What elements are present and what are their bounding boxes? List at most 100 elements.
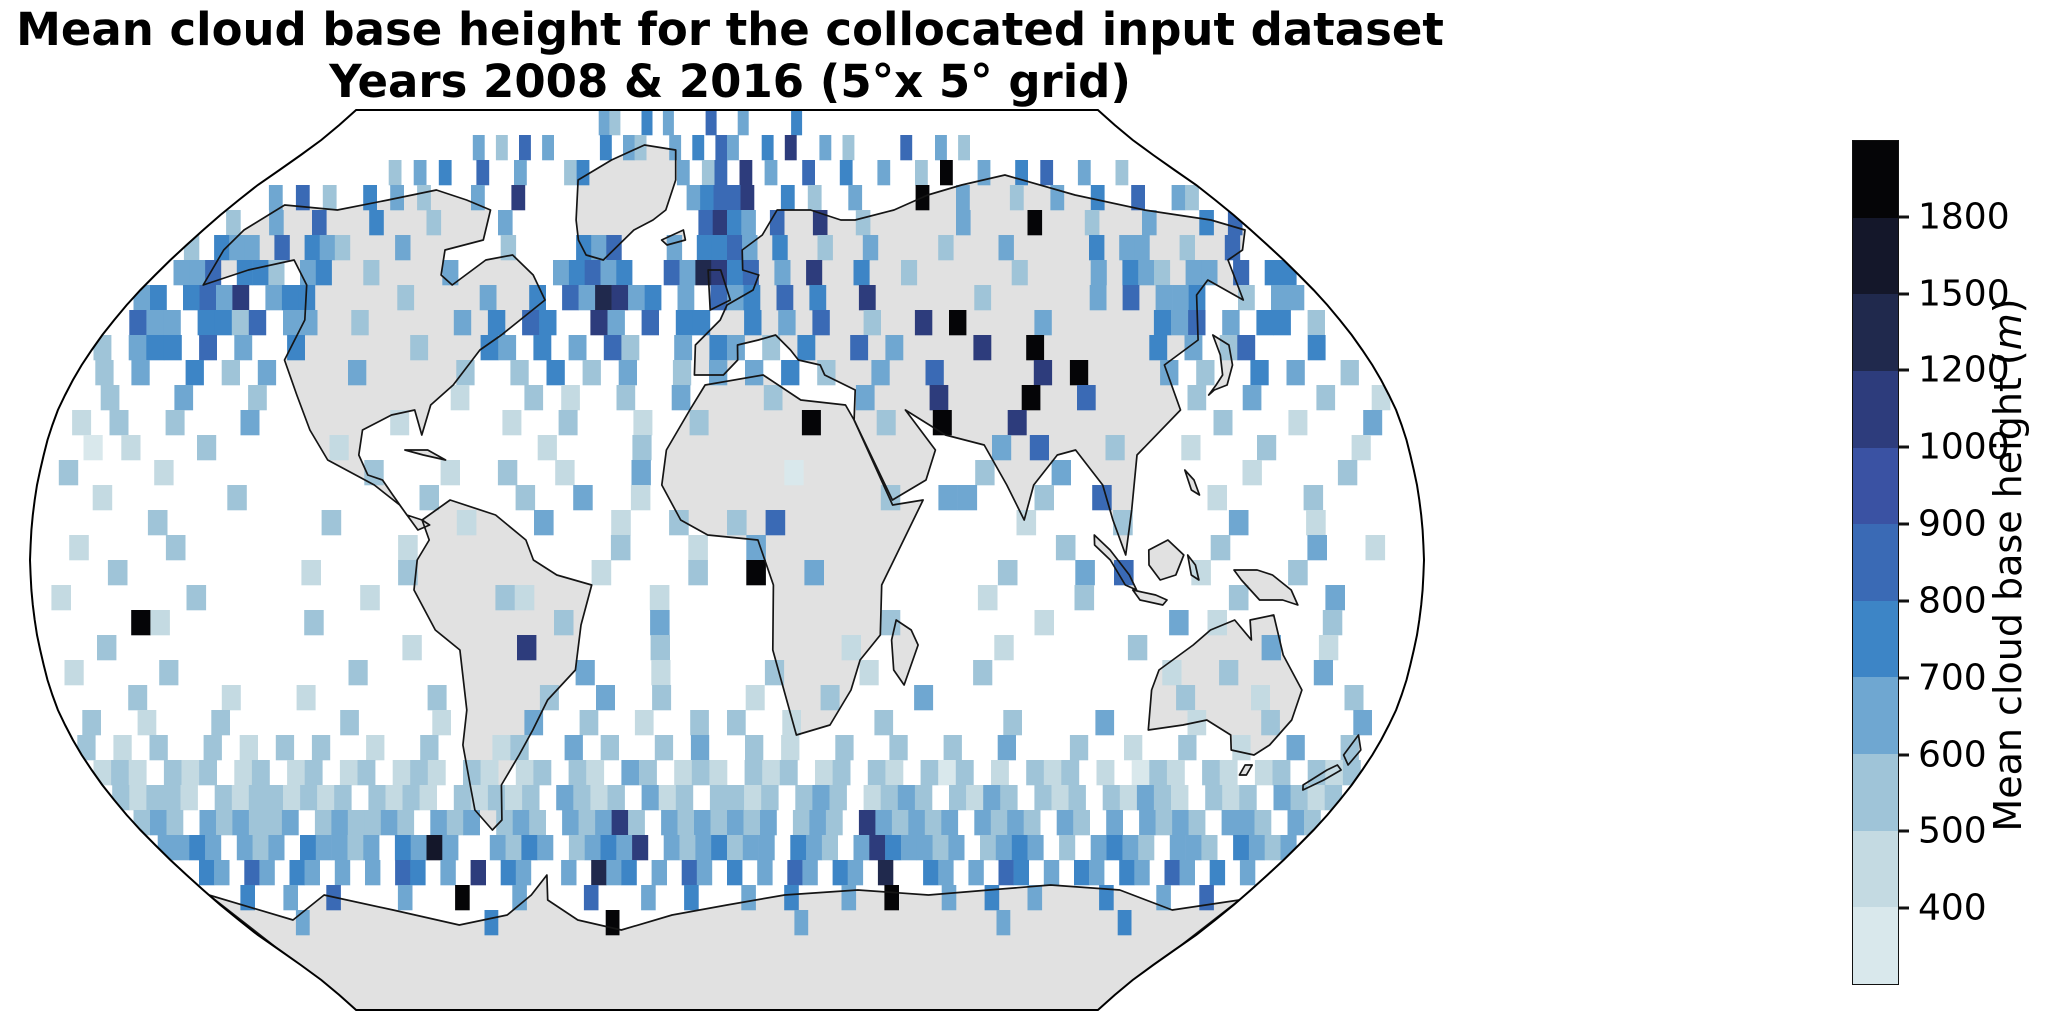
grid-cell bbox=[628, 285, 645, 311]
grid-cell bbox=[1007, 810, 1024, 836]
grid-cell bbox=[877, 860, 894, 886]
grid-cell bbox=[1077, 385, 1096, 411]
grid-cell bbox=[1069, 360, 1089, 386]
coastline-tasmania bbox=[1238, 764, 1254, 776]
grid-cell bbox=[268, 835, 285, 861]
coastline-sulawesi bbox=[1186, 554, 1200, 581]
grid-cell bbox=[131, 610, 151, 636]
grid-cell bbox=[835, 735, 854, 761]
grid-cell bbox=[51, 585, 71, 611]
grid-cell bbox=[1009, 185, 1024, 211]
grid-cell bbox=[1134, 235, 1150, 261]
grid-cell bbox=[662, 110, 674, 136]
grid-cell bbox=[584, 835, 601, 861]
grid-cell bbox=[855, 385, 875, 411]
grid-cell bbox=[1185, 835, 1202, 861]
grid-cell bbox=[368, 785, 386, 811]
grid-cell bbox=[1179, 860, 1195, 886]
grid-cell bbox=[498, 210, 513, 236]
colorbar-ticks: 1800 1500 1200 1000 900 800 700 600 500 400 bbox=[1852, 140, 2010, 985]
grid-cell bbox=[546, 360, 565, 386]
grid-cell bbox=[980, 835, 997, 861]
grid-cell bbox=[1303, 485, 1324, 511]
grid-cell bbox=[714, 160, 728, 186]
grid-cell bbox=[331, 835, 348, 861]
grid-cell bbox=[943, 735, 962, 761]
grid-cell bbox=[583, 885, 599, 911]
grid-cell bbox=[1051, 460, 1071, 486]
grid-cell bbox=[686, 185, 701, 211]
grid-cell bbox=[1013, 860, 1029, 886]
grid-cell bbox=[641, 785, 659, 811]
grid-cell bbox=[745, 685, 765, 711]
grid-cell bbox=[1074, 860, 1090, 886]
grid-cell bbox=[809, 285, 827, 311]
grid-cell bbox=[897, 785, 916, 811]
grid-cell bbox=[446, 810, 464, 836]
grid-cell bbox=[314, 810, 332, 836]
grid-cell bbox=[442, 835, 459, 861]
grid-cell bbox=[1185, 185, 1199, 211]
grid-cell bbox=[453, 310, 472, 336]
colorbar-band-500-600 bbox=[1853, 754, 1898, 831]
landmass-borneo bbox=[1148, 540, 1184, 580]
grid-cell bbox=[998, 235, 1014, 261]
grid-cell bbox=[832, 760, 851, 786]
grid-cell bbox=[1261, 635, 1281, 661]
grid-cell bbox=[97, 635, 117, 661]
grid-cell bbox=[511, 185, 526, 211]
grid-cell bbox=[784, 460, 804, 486]
grid-cell bbox=[658, 785, 677, 811]
grid-cell bbox=[1322, 610, 1343, 636]
grid-cell bbox=[949, 785, 967, 811]
grid-cell bbox=[1077, 160, 1091, 186]
grid-cell bbox=[832, 860, 848, 886]
grid-cell bbox=[1318, 635, 1339, 661]
colorbar-band-1500-1800 bbox=[1853, 217, 1898, 295]
grid-cell bbox=[841, 635, 861, 661]
grid-cell bbox=[1055, 535, 1076, 561]
grid-cell bbox=[727, 135, 739, 161]
grid-cell bbox=[1316, 385, 1336, 411]
grid-cell bbox=[380, 810, 398, 836]
grid-cell bbox=[711, 835, 728, 861]
grid-cell bbox=[695, 835, 712, 861]
colorbar-tick-mark bbox=[1899, 522, 1909, 526]
grid-cell bbox=[390, 410, 410, 436]
coastline-australia bbox=[1147, 614, 1303, 756]
landmass-south-america bbox=[414, 500, 592, 830]
grid-cell bbox=[150, 285, 167, 311]
landmass-java bbox=[1132, 590, 1167, 605]
grid-cell bbox=[1181, 435, 1201, 461]
grid-cell bbox=[347, 810, 365, 836]
grid-cell bbox=[58, 460, 79, 486]
colorbar-tick-mark bbox=[1899, 445, 1909, 449]
grid-cell bbox=[214, 785, 233, 811]
grid-cell bbox=[616, 835, 633, 861]
grid-cell bbox=[1187, 385, 1207, 411]
grid-cell bbox=[1239, 860, 1256, 886]
grid-cell bbox=[1122, 285, 1140, 311]
grid-cell bbox=[1325, 585, 1345, 611]
grid-cell bbox=[610, 535, 631, 561]
colorbar-band-400-500 bbox=[1853, 830, 1898, 908]
grid-cell bbox=[289, 860, 305, 886]
grid-cell bbox=[1034, 610, 1054, 636]
grid-cell bbox=[147, 510, 168, 536]
grid-cell bbox=[591, 235, 607, 261]
grid-cell bbox=[427, 685, 447, 711]
grid-cell bbox=[609, 110, 621, 136]
grid-cell bbox=[519, 135, 531, 161]
grid-cell bbox=[858, 285, 876, 311]
grid-cell bbox=[1222, 785, 1240, 811]
grid-cell bbox=[1307, 535, 1327, 561]
grid-cell bbox=[787, 860, 803, 886]
grid-cell bbox=[908, 810, 926, 836]
grid-cell bbox=[1102, 785, 1121, 811]
grid-cell bbox=[232, 285, 250, 311]
grid-cell bbox=[914, 685, 934, 711]
grid-cell bbox=[495, 135, 508, 161]
grid-cell bbox=[940, 160, 953, 186]
grid-cell bbox=[745, 360, 764, 386]
grid-cell bbox=[107, 560, 128, 586]
